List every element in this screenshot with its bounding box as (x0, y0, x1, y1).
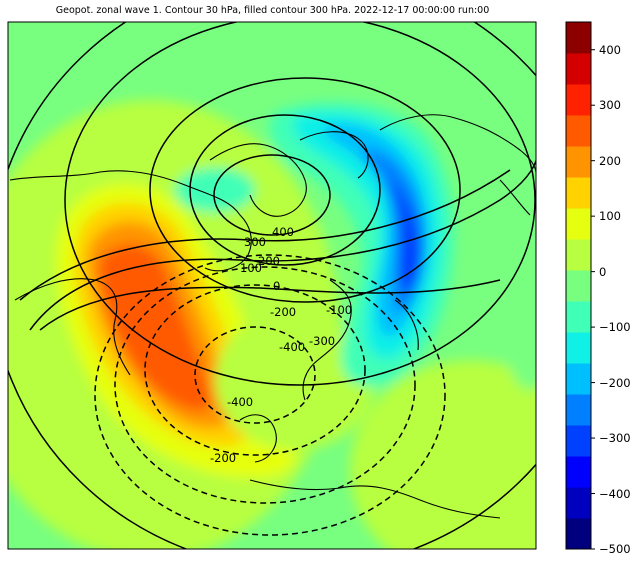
colorbar-tick-label: −200 (599, 375, 631, 390)
contour-label: 400 (272, 225, 294, 239)
colorbar-segment (566, 115, 591, 147)
colorbar-segment (566, 22, 591, 54)
filled-contour-field (8, 22, 536, 549)
colorbar-segment (566, 363, 591, 395)
colorbar-segment (566, 456, 591, 488)
colorbar-tick-label: 100 (599, 209, 621, 224)
colorbar-segment (566, 332, 591, 364)
colorbar-segment (566, 53, 591, 85)
contour-label: 300 (244, 235, 266, 249)
map-title: Geopot. zonal wave 1. Contour 30 hPa, fi… (55, 5, 490, 16)
colorbar-segment (566, 208, 591, 240)
colorbar-tick-label: −400 (599, 486, 631, 501)
contour-label: -400 (279, 340, 305, 354)
colorbar-ticks (591, 49, 595, 550)
contour-label: 200 (258, 254, 280, 268)
negative-line-contours (94, 254, 446, 536)
colorbar-segment (566, 177, 591, 209)
colorbar-tick-label: 200 (599, 153, 621, 168)
contour-label: -100 (326, 303, 352, 317)
contour-label: -300 (309, 334, 335, 348)
contour-label: 100 (240, 261, 262, 275)
colorbar (566, 22, 591, 550)
map-frame (7, 21, 537, 550)
colorbar-segment (566, 270, 591, 302)
colorbar-tick-label: −100 (599, 320, 631, 335)
colorbar-tick-label: −500 (599, 542, 631, 556)
line-contours (8, 22, 536, 549)
contour-label: 0 (273, 279, 280, 293)
colorbar-tick-label: −300 (599, 431, 631, 446)
colorbar-segment (566, 394, 591, 426)
colorbar-tick-label: 300 (599, 98, 621, 113)
contour-label-group: 400 300 200 100 0 -100 -200 -300 -400 -4… (210, 225, 352, 465)
colorbar-segment (566, 84, 591, 116)
colorbar-segment (566, 146, 591, 178)
contour-label: -200 (210, 451, 236, 465)
colorbar-segment (566, 487, 591, 519)
coastlines (9, 114, 536, 519)
colorbar-segment (566, 239, 591, 271)
colorbar-frame (565, 21, 592, 550)
contour-label: -400 (227, 395, 253, 409)
colorbar-segment (566, 301, 591, 333)
colorbar-tick-label: 0 (599, 264, 607, 279)
colorbar-segment (566, 425, 591, 457)
contour-label: -200 (270, 305, 296, 319)
colorbar-tick-label: 400 (599, 42, 621, 57)
colorbar-segment (566, 518, 591, 550)
